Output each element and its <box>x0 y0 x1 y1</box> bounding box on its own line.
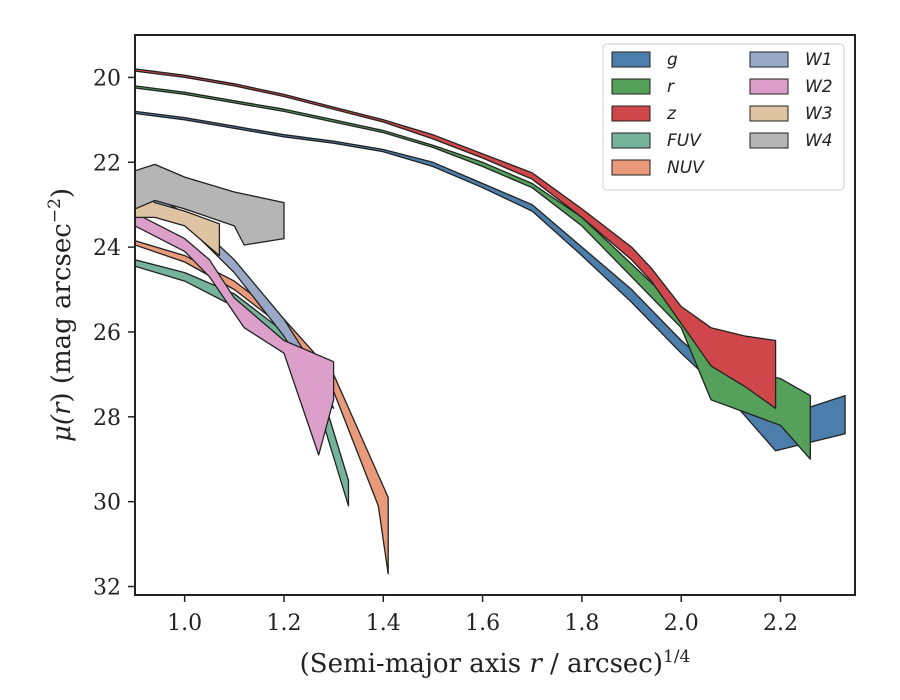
legend-swatch-g <box>611 51 651 68</box>
y-axis-label-post: ) (mag arcsec <box>47 223 77 402</box>
legend-label-nuv: NUV <box>667 158 705 178</box>
y-axis-label-sup: −2 <box>45 198 65 223</box>
y-tick-label: 30 <box>93 491 121 516</box>
band-w2 <box>135 212 335 456</box>
legend-label-w4: W4 <box>805 131 833 151</box>
legend-swatch-w2 <box>749 78 789 95</box>
legend-swatch-z <box>611 105 651 122</box>
y-axis-ticks: 20 22 24 26 28 30 32 <box>93 66 135 601</box>
x-tick-label: 1.0 <box>167 611 202 636</box>
y-axis-label-pre: μ( <box>47 414 77 442</box>
legend-label-r: r <box>667 77 675 97</box>
x-axis-label: (Semi-major axis r / arcsec)1/4 <box>300 647 691 679</box>
legend-label-w1: W1 <box>805 50 833 70</box>
x-axis-label-mid: / arcsec) <box>542 649 663 679</box>
x-tick-label: 1.8 <box>564 611 599 636</box>
x-tick-label: 1.4 <box>366 611 401 636</box>
legend-swatch-w1 <box>749 51 789 68</box>
band-w4 <box>135 163 285 246</box>
x-axis-label-prefix: (Semi-major axis <box>300 649 530 679</box>
y-axis-label: μ(r) (mag arcsec−2) <box>45 188 77 442</box>
plot-frame <box>134 34 856 596</box>
legend-swatch-nuv <box>611 159 651 176</box>
x-axis-label-sup: 1/4 <box>663 647 690 667</box>
band-z <box>135 68 777 409</box>
legend-label-w3: W3 <box>805 104 833 124</box>
profile-bands <box>135 68 846 575</box>
legend-label-g: g <box>667 50 678 70</box>
y-tick-label: 20 <box>93 66 121 91</box>
band-w3 <box>135 187 221 257</box>
legend-label-z: z <box>666 104 677 124</box>
y-axis-label-var: r <box>47 401 77 415</box>
legend-swatch-fuv <box>611 132 651 149</box>
x-axis-ticks: 1.0 1.2 1.4 1.6 1.8 2.0 2.2 <box>167 595 798 636</box>
legend-swatch-w3 <box>749 105 789 122</box>
y-tick-label: 26 <box>93 321 121 346</box>
legend-label-fuv: FUV <box>667 131 702 151</box>
legend-label-w2: W2 <box>805 77 833 97</box>
y-tick-label: 32 <box>93 576 121 601</box>
x-tick-label: 1.6 <box>465 611 500 636</box>
y-tick-label: 28 <box>93 406 121 431</box>
band-r <box>135 85 811 460</box>
y-tick-label: 22 <box>93 151 121 176</box>
legend-swatch-r <box>611 78 651 95</box>
x-axis-label-var: r <box>529 649 543 679</box>
legend-swatch-w4 <box>749 132 789 149</box>
y-tick-label: 24 <box>93 236 121 261</box>
x-tick-label: 1.2 <box>266 611 301 636</box>
legend: grz FUV NUV W1 W2 W3 W4 <box>602 43 845 191</box>
x-tick-label: 2.2 <box>763 611 798 636</box>
y-axis-label-end: ) <box>47 188 77 198</box>
x-tick-label: 2.0 <box>664 611 699 636</box>
